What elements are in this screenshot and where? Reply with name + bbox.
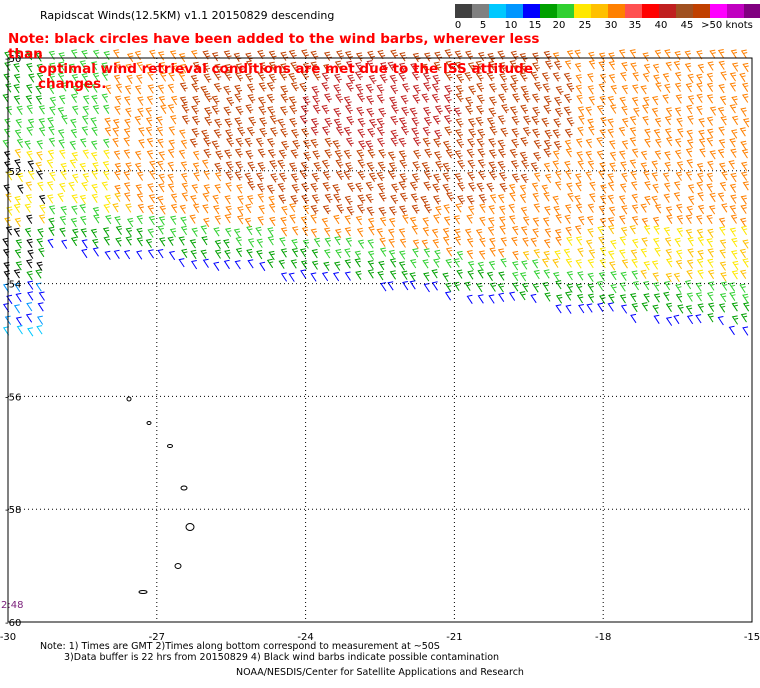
latitude-label: -54 — [5, 280, 21, 291]
barb-group — [5, 149, 749, 280]
legend-swatch — [727, 4, 744, 18]
axis-labels: -50 -52 -54 -56 -58 -60 -30 -27 -24 -21 -18 -15 — [0, 54, 760, 643]
legend-label: >50 knots — [701, 20, 753, 31]
product-title: Rapidscat Winds(12.5KM) v1.1 20150829 de… — [40, 9, 335, 22]
legend-swatch — [625, 4, 642, 18]
latitude-label: -58 — [5, 505, 21, 516]
legend-swatch — [455, 4, 472, 18]
legend-label: 5 — [479, 20, 487, 31]
longitude-label: -27 — [149, 632, 165, 643]
legend-swatch — [710, 4, 727, 18]
legend-swatch — [506, 4, 523, 18]
island-outline — [126, 396, 132, 402]
legend-label: 20 — [552, 20, 566, 31]
barb-group — [4, 148, 749, 283]
legend-swatch — [472, 4, 489, 18]
barb-group — [179, 49, 575, 217]
time-stamp: 2:48 — [1, 600, 24, 611]
longitude-label: -24 — [297, 632, 313, 643]
island-outline — [180, 485, 188, 491]
latitude-label: -60 — [5, 618, 21, 629]
barb-group — [2, 325, 43, 337]
footnote: Note: 1) Times are GMT 2)Times along bot… — [40, 641, 499, 663]
legend-label: 35 — [628, 20, 642, 31]
wind-barbs — [2, 49, 750, 337]
legend-label: 25 — [578, 20, 592, 31]
legend-label: 30 — [604, 20, 618, 31]
island-outline — [185, 523, 195, 531]
note-line-2: optimal wind retrieval conditions are me… — [38, 61, 533, 92]
legend-labels: 0 5 10 15 20 25 30 35 40 45 >50 knots — [455, 18, 760, 32]
credit-line: NOAA/NESDIS/Center for Satellite Applica… — [236, 667, 524, 678]
legend-swatch — [744, 4, 760, 18]
legend-swatch — [489, 4, 506, 18]
coastline-islands — [126, 396, 195, 594]
legend-swatch — [608, 4, 625, 18]
barb-group — [2, 49, 749, 303]
legend-swatch — [676, 4, 693, 18]
island-outline — [174, 563, 182, 569]
wind-speed-legend: 0 5 10 15 20 25 30 35 40 45 >50 knots — [455, 4, 760, 32]
legend-swatch — [574, 4, 591, 18]
map-border — [7, 57, 753, 623]
island-outline — [167, 444, 173, 448]
legend-color-bar — [455, 4, 760, 18]
barb-group — [104, 49, 750, 261]
legend-label: 10 — [504, 20, 518, 31]
note-line-1: Note: black circles have been added to t… — [8, 31, 540, 62]
legend-swatch — [591, 4, 608, 18]
footnote-line-2: 3)Data buffer is 22 hrs from 20150829 4)… — [64, 652, 500, 663]
legend-swatch — [540, 4, 557, 18]
longitude-label: -15 — [744, 632, 760, 643]
legend-label: 40 — [654, 20, 668, 31]
latitude-label: -50 — [5, 54, 21, 65]
barb-group — [2, 50, 750, 325]
latitude-label: -56 — [5, 392, 21, 403]
longitude-label: -18 — [595, 632, 611, 643]
legend-label: 0 — [454, 20, 462, 31]
longitude-label: -21 — [446, 632, 462, 643]
legend-label: 15 — [528, 20, 542, 31]
legend-swatch — [693, 4, 710, 18]
footnote-line-1: Note: 1) Times are GMT 2)Times along bot… — [40, 641, 440, 652]
contamination-note: Note: black circles have been added to t… — [8, 32, 568, 92]
legend-label: 45 — [680, 20, 694, 31]
island-outline — [138, 590, 148, 594]
lat-lon-grid — [8, 58, 752, 622]
map-frame — [7, 57, 753, 623]
latitude-label: -52 — [5, 167, 21, 178]
legend-swatch — [642, 4, 659, 18]
legend-swatch — [557, 4, 574, 18]
longitude-label: -30 — [0, 632, 16, 643]
legend-swatch — [523, 4, 540, 18]
barb-group — [299, 60, 462, 150]
legend-swatch — [659, 4, 676, 18]
island-outline — [146, 421, 152, 425]
